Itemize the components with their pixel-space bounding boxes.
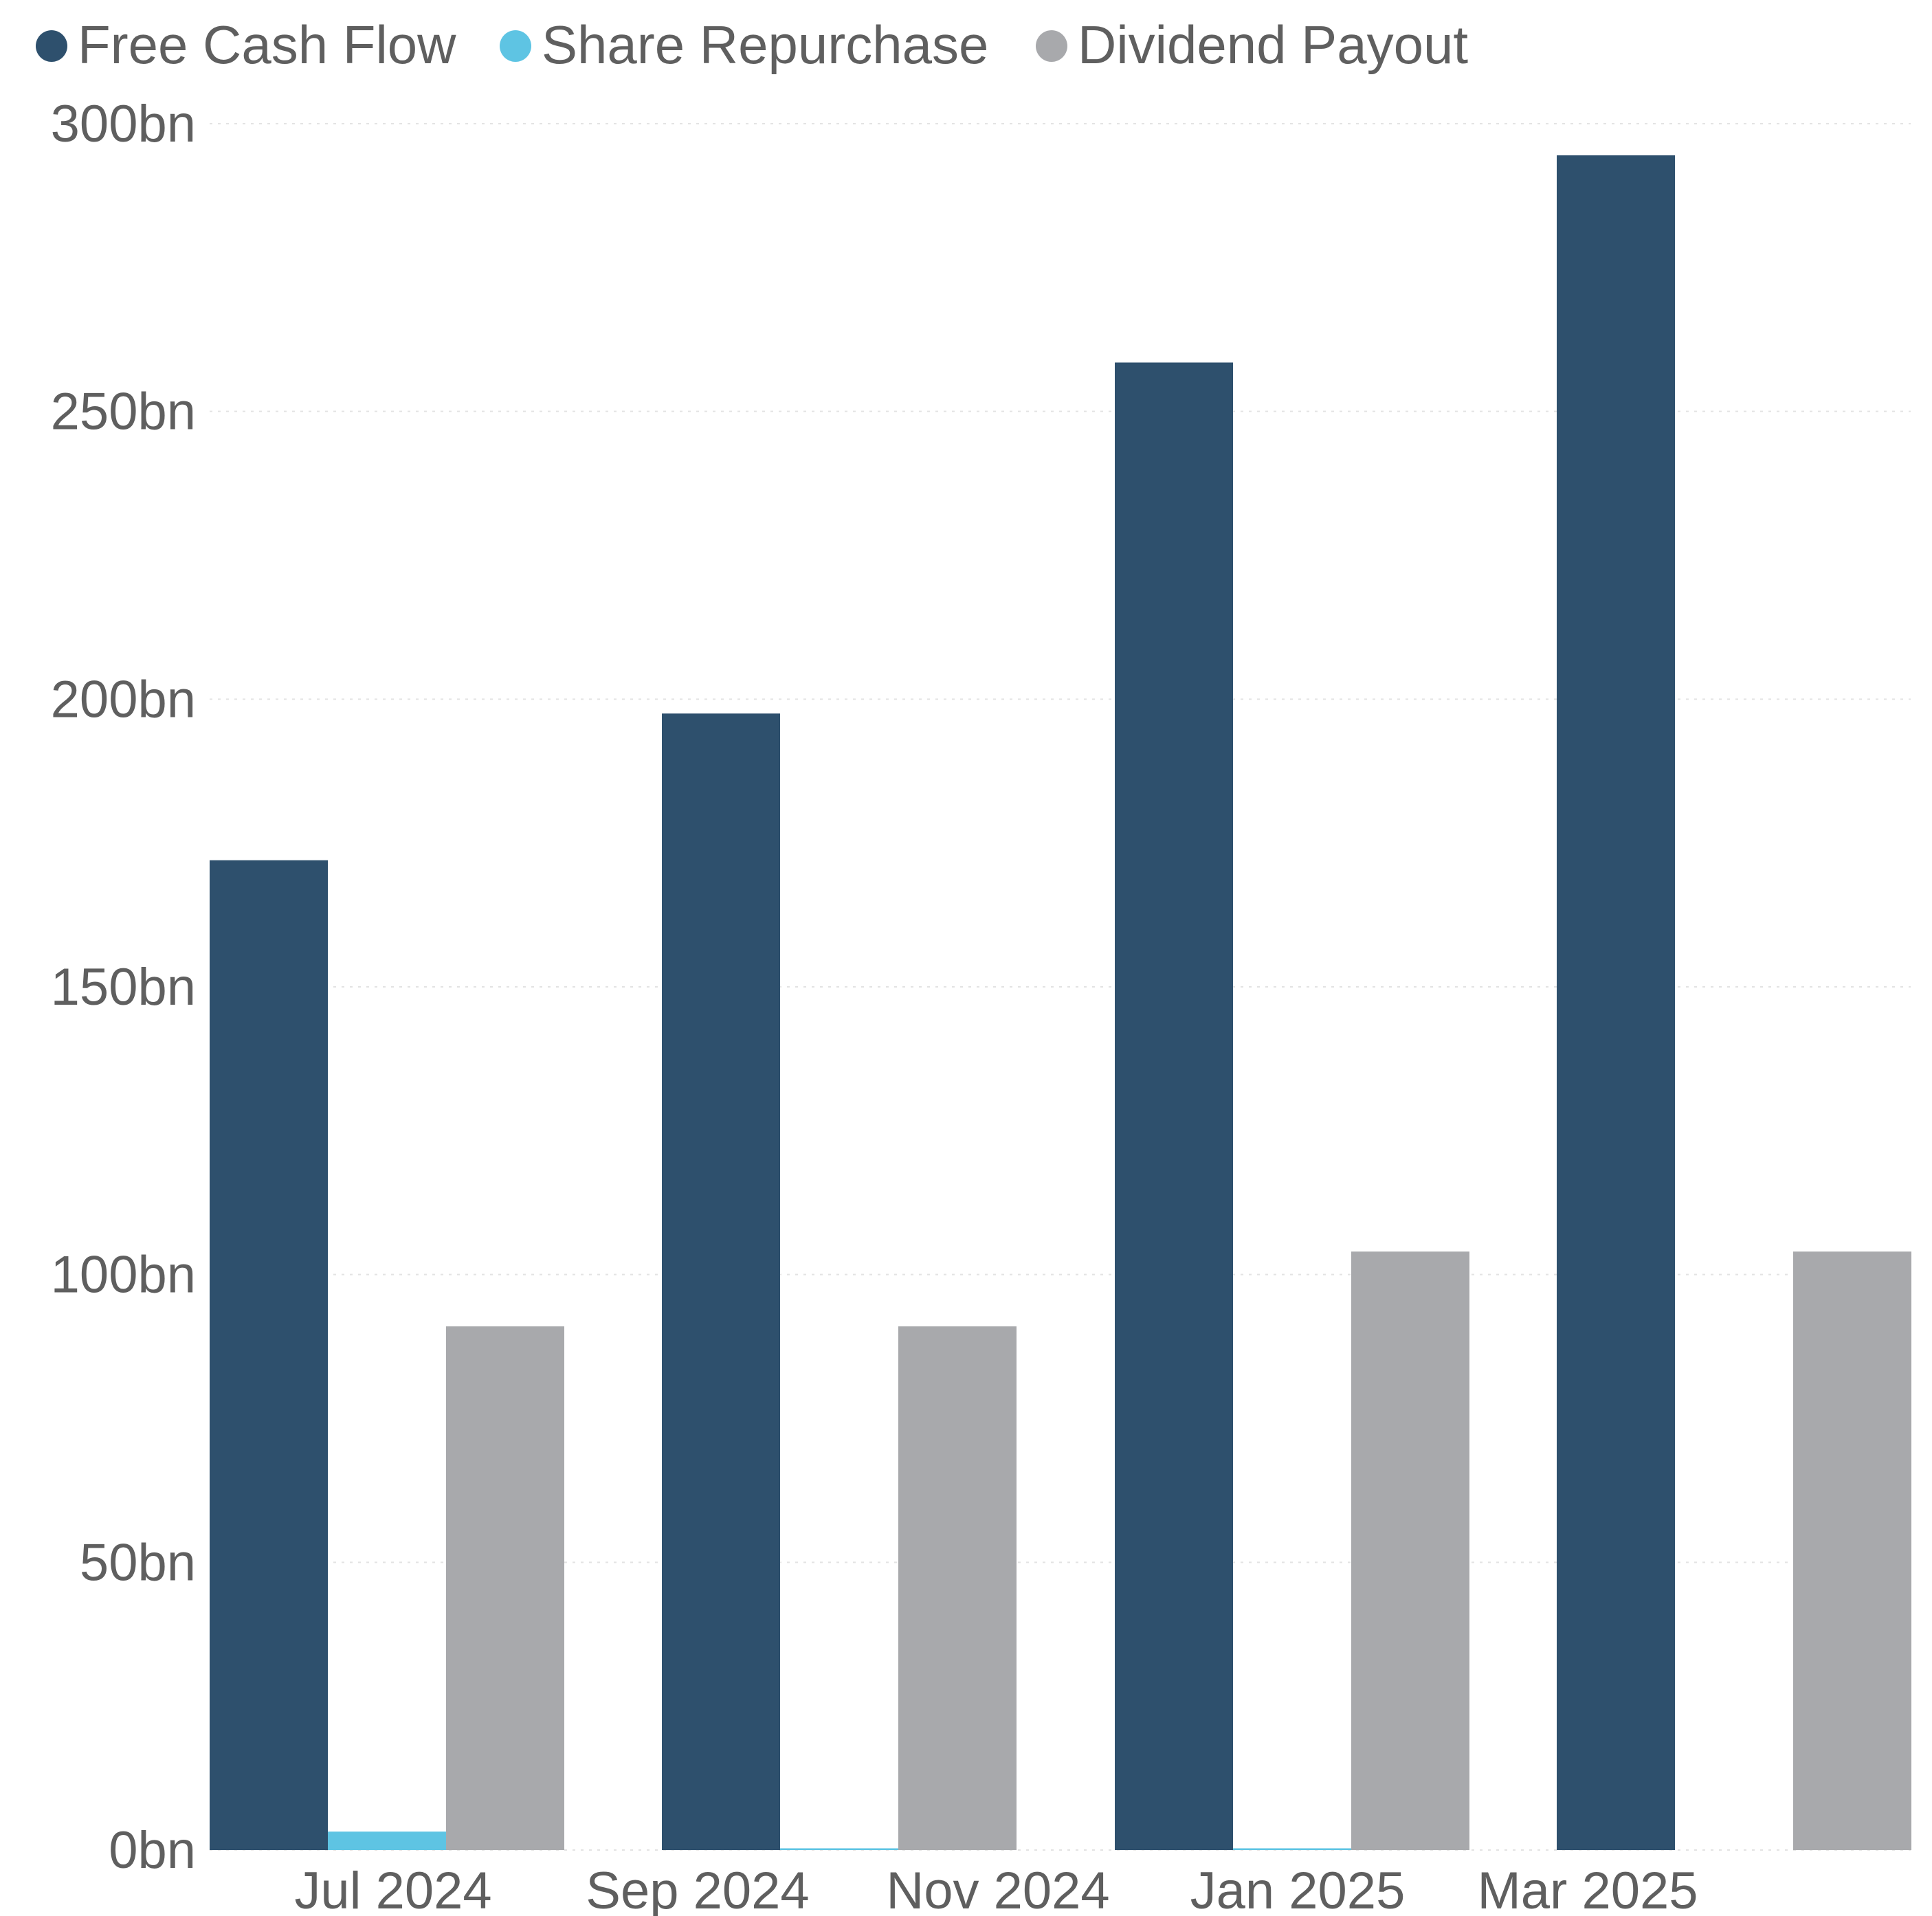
- y-tick-label-200bn: 200bn: [51, 670, 196, 728]
- y-tick-label-0bn: 0bn: [109, 1821, 196, 1880]
- bar-free-cash-flow-apr-2025: [1557, 155, 1675, 1851]
- bar-share-repurchase-oct-2024: [780, 1848, 898, 1850]
- bar-dividend-payout-dec-2024: [1351, 1251, 1469, 1850]
- bar-free-cash-flow-oct-2024: [662, 713, 780, 1850]
- x-tick-label-mar-2025: Mar 2025: [1477, 1862, 1698, 1916]
- y-tick-label-150bn: 150bn: [51, 958, 196, 1016]
- chart-legend: Free Cash Flow Share Repurchase Dividend P…: [36, 14, 1468, 75]
- legend-label-free-cash-flow: Free Cash Flow: [78, 14, 456, 75]
- legend-item-dividend-payout: Dividend Payout: [1036, 14, 1468, 75]
- bar-dividend-payout-oct-2024: [898, 1326, 1017, 1850]
- bar-series: [210, 155, 1911, 1851]
- x-tick-label-sep-2024: Sep 2024: [586, 1862, 809, 1916]
- x-tick-label-nov-2024: Nov 2024: [886, 1862, 1109, 1916]
- bar-dividend-payout-apr-2025: [1793, 1251, 1911, 1850]
- legend-label-dividend-payout: Dividend Payout: [1078, 14, 1468, 75]
- y-tick-label-100bn: 100bn: [51, 1246, 196, 1304]
- x-tick-label-jul-2024: Jul 2024: [294, 1862, 491, 1916]
- legend-item-share-repurchase: Share Repurchase: [500, 14, 988, 75]
- y-axis: 0bn 50bn 100bn 150bn 200bn 250bn 300bn: [51, 95, 196, 1880]
- legend-item-free-cash-flow: Free Cash Flow: [36, 14, 456, 75]
- bar-free-cash-flow-dec-2024: [1115, 362, 1233, 1850]
- y-tick-label-250bn: 250bn: [51, 383, 196, 441]
- y-tick-label-300bn: 300bn: [51, 95, 196, 153]
- bar-dividend-payout-jun-2024: [446, 1326, 564, 1850]
- x-tick-label-jan-2025: Jan 2025: [1190, 1862, 1406, 1916]
- y-grid-lines: [210, 123, 1911, 1851]
- legend-swatch-dividend-payout: [1036, 30, 1067, 62]
- x-axis: Jul 2024 Sep 2024 Nov 2024 Jan 2025 Mar 2025: [294, 1862, 1698, 1916]
- legend-swatch-share-repurchase: [500, 30, 531, 62]
- bar-free-cash-flow-jun-2024: [210, 860, 328, 1850]
- bar-share-repurchase-dec-2024: [1233, 1848, 1351, 1850]
- bar-share-repurchase-jun-2024: [328, 1831, 446, 1850]
- legend-label-share-repurchase: Share Repurchase: [542, 14, 988, 75]
- y-tick-label-50bn: 50bn: [80, 1533, 196, 1592]
- legend-swatch-free-cash-flow: [36, 30, 67, 62]
